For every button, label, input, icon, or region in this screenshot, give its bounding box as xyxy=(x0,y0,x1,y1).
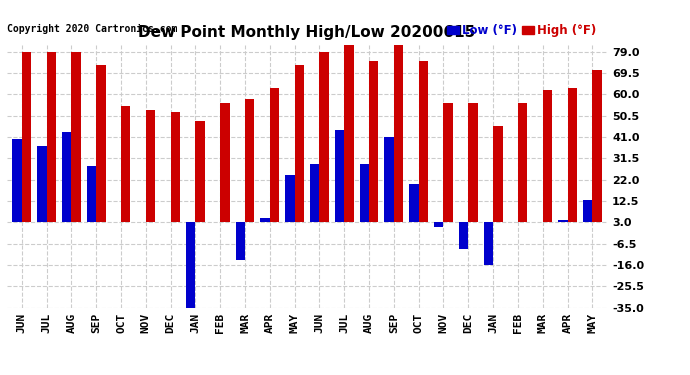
Bar xyxy=(434,222,444,227)
Bar xyxy=(558,220,567,222)
Bar xyxy=(543,90,552,222)
Bar xyxy=(369,61,379,222)
Bar xyxy=(195,121,205,222)
Bar xyxy=(592,70,602,222)
Bar xyxy=(220,104,230,222)
Bar xyxy=(335,130,344,222)
Bar xyxy=(493,126,502,222)
Bar xyxy=(22,52,31,222)
Bar xyxy=(310,164,319,222)
Bar xyxy=(567,88,577,222)
Bar xyxy=(71,52,81,222)
Bar xyxy=(359,164,369,222)
Bar xyxy=(295,65,304,222)
Bar xyxy=(170,112,180,222)
Legend: Low (°F), High (°F): Low (°F), High (°F) xyxy=(442,20,601,42)
Bar xyxy=(87,166,96,222)
Bar xyxy=(319,52,329,222)
Bar xyxy=(37,146,47,222)
Bar xyxy=(96,65,106,222)
Bar xyxy=(409,184,419,222)
Bar xyxy=(285,175,295,222)
Bar xyxy=(62,132,71,222)
Bar xyxy=(484,222,493,265)
Bar xyxy=(384,137,394,222)
Bar xyxy=(583,200,592,222)
Bar xyxy=(469,104,477,222)
Bar xyxy=(459,222,469,249)
Bar xyxy=(12,139,22,222)
Bar xyxy=(518,104,527,222)
Title: Dew Point Monthly High/Low 20200615: Dew Point Monthly High/Low 20200615 xyxy=(139,25,475,40)
Bar xyxy=(394,45,403,222)
Bar xyxy=(344,45,354,222)
Bar xyxy=(186,222,195,308)
Bar xyxy=(146,110,155,222)
Bar xyxy=(419,61,428,222)
Bar xyxy=(235,222,245,260)
Bar xyxy=(260,218,270,222)
Bar xyxy=(47,52,56,222)
Bar xyxy=(245,99,255,222)
Bar xyxy=(270,88,279,222)
Text: Copyright 2020 Cartronics.com: Copyright 2020 Cartronics.com xyxy=(7,24,177,34)
Bar xyxy=(121,106,130,222)
Bar xyxy=(444,104,453,222)
